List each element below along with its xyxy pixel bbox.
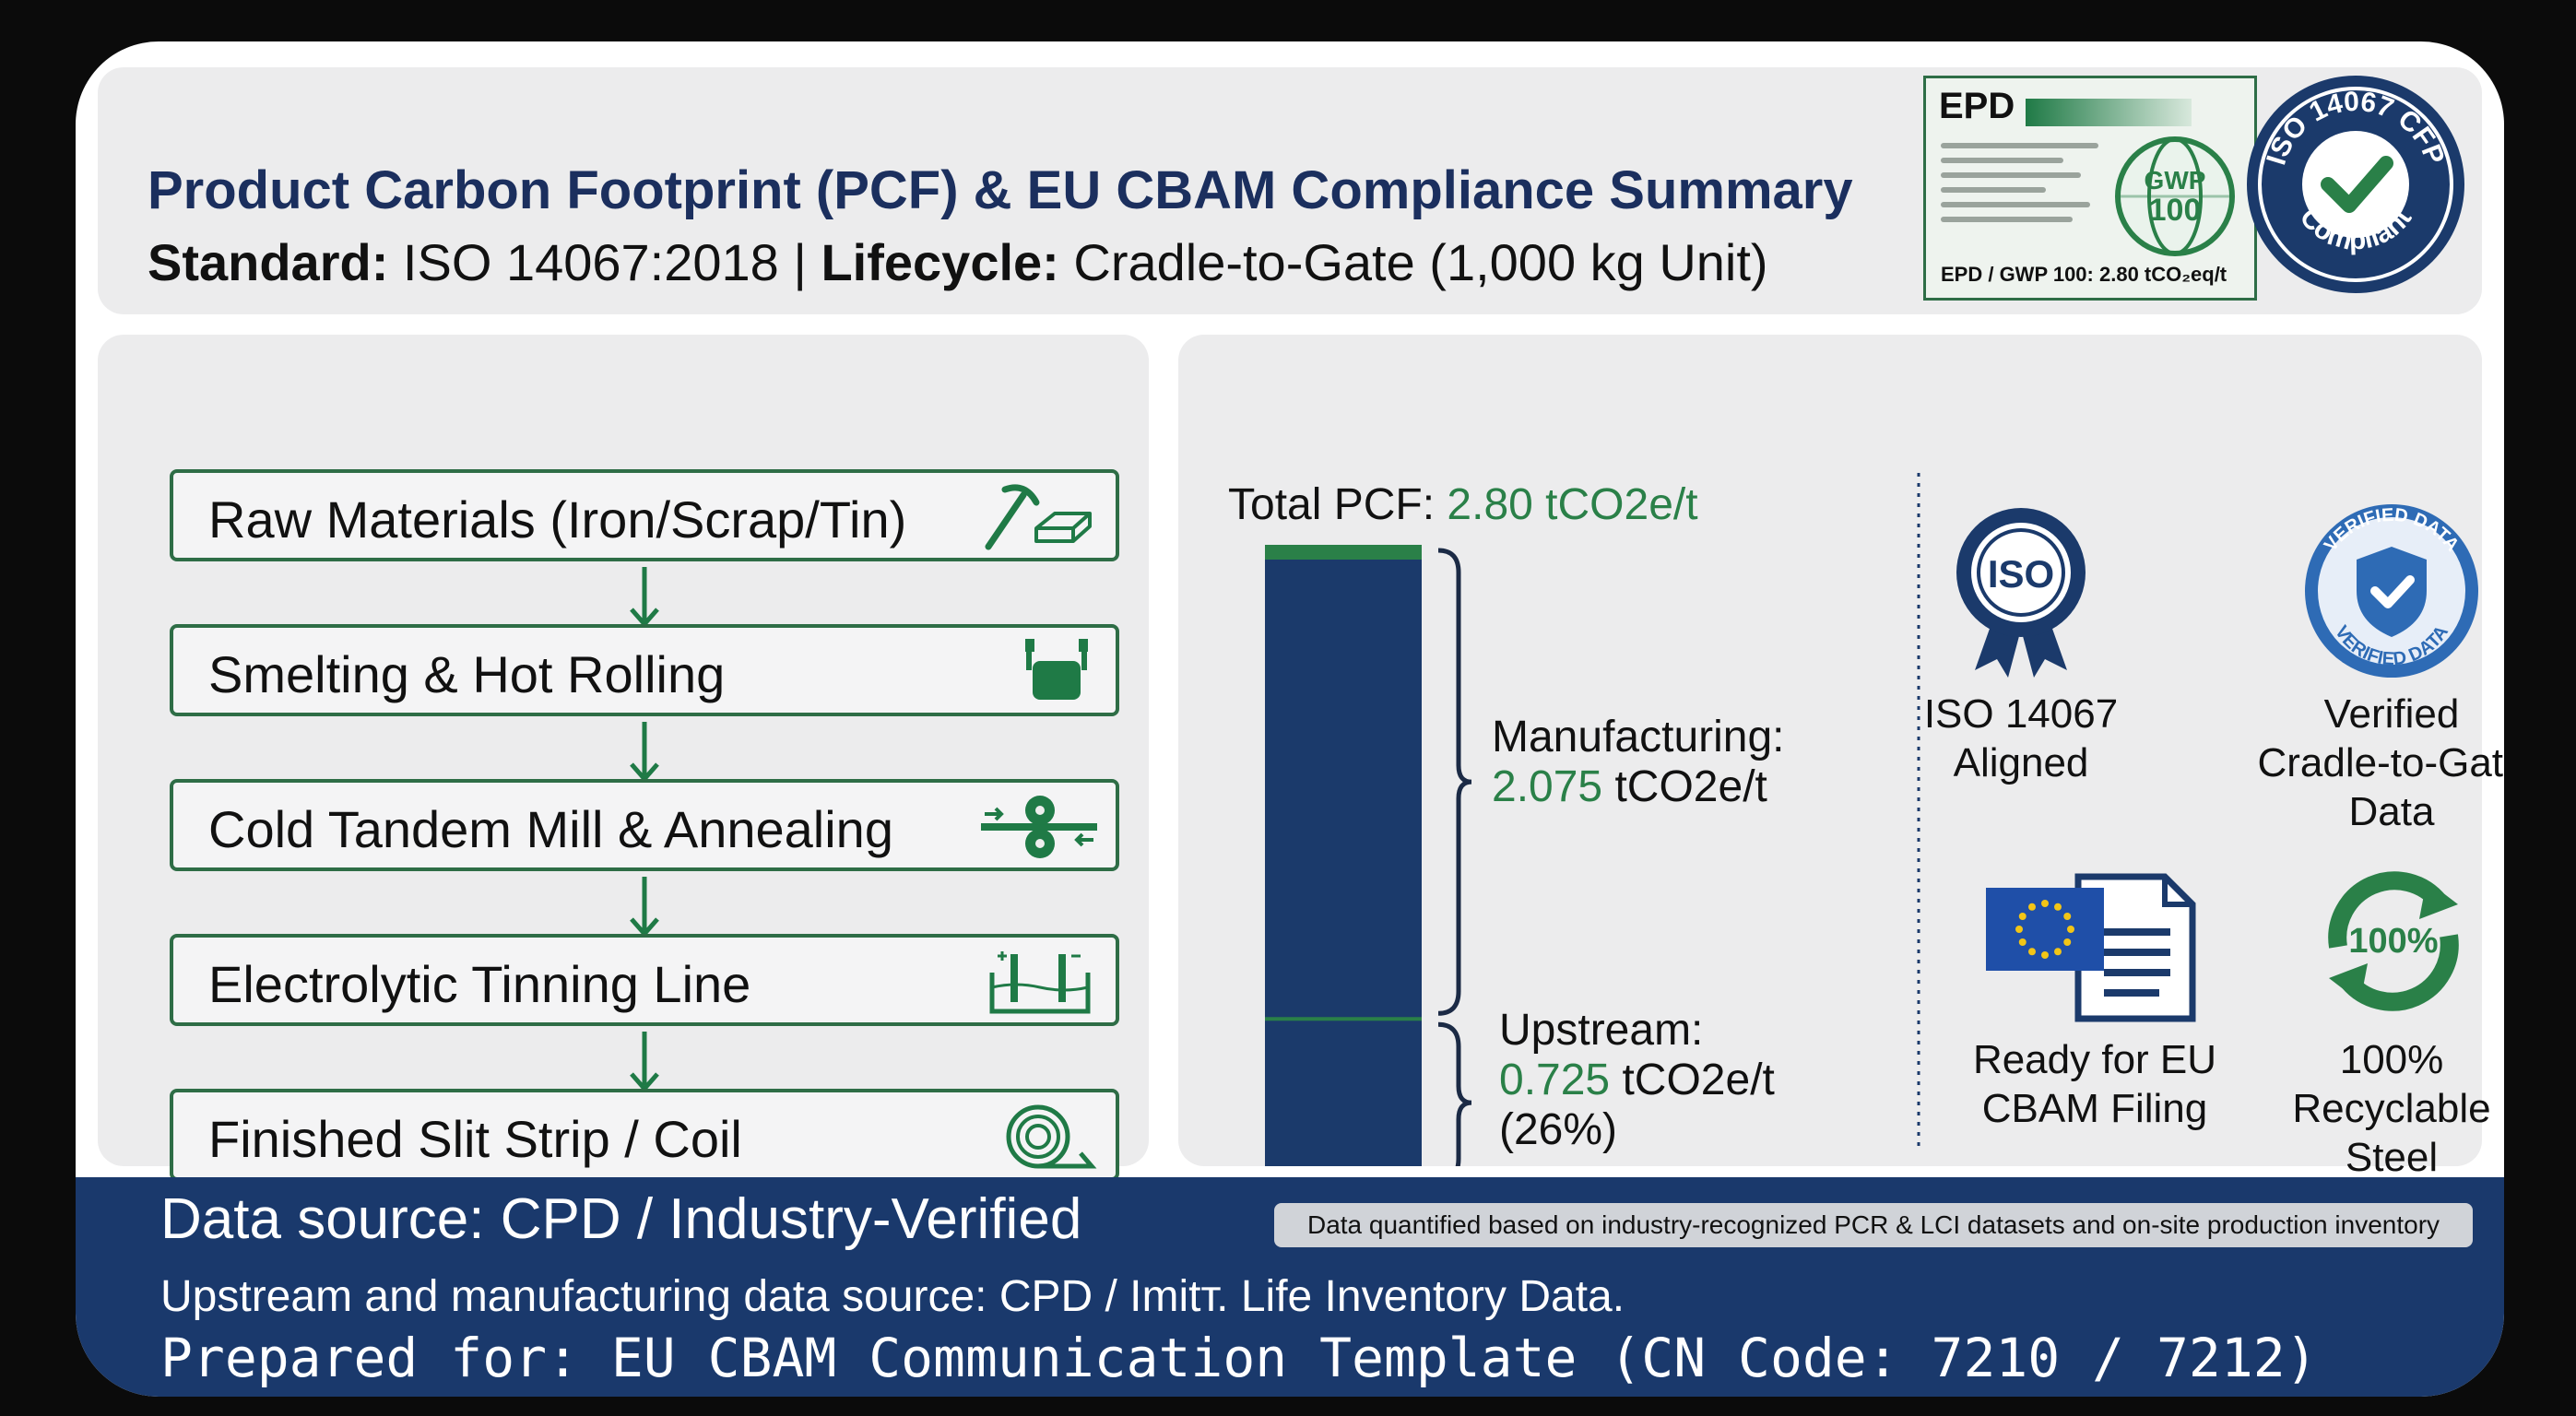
- verified-data-shield-icon: VERIFIED DATA VERIFIED DATA: [2305, 504, 2478, 678]
- caption-line: Ready for EU: [1972, 1037, 2217, 1082]
- epd-footer-text: EPD / GWP 100: 2.80 tCO₂eq/t: [1941, 263, 2227, 286]
- caption-line: Data: [2348, 789, 2435, 834]
- upstream-value: 0.725: [1499, 1056, 1611, 1104]
- eu-star: [2018, 938, 2027, 946]
- upstream-unit: tCO2e/t: [1610, 1056, 1775, 1104]
- total-pcf-label: Total PCF: 2.80 tCO2e/t: [1228, 480, 1698, 530]
- manufacturing-caption: Manufacturing:: [1492, 713, 1785, 761]
- caption-line: Steel: [2345, 1135, 2439, 1180]
- step-label: Cold Tandem Mill & Annealing: [208, 800, 893, 858]
- eu-star: [2067, 926, 2074, 933]
- upstream-share: (26%): [1499, 1105, 1618, 1154]
- electrolysis-tank-icon: [989, 951, 1091, 1014]
- dotted-divider: [1917, 473, 1920, 1146]
- gwp-bottom-text: 100: [2149, 193, 2202, 228]
- iso-compliant-seal-icon: ISO 14067 CFP Compliant: [2247, 76, 2464, 293]
- epd-header-bar: [2026, 99, 2192, 126]
- eu-star: [2054, 903, 2062, 911]
- badge-caption-cbam: Ready for EU CBAM Filing: [1938, 1035, 2251, 1133]
- caption-line: Recyclable: [2292, 1086, 2491, 1131]
- bar-total-cap: [1265, 545, 1422, 560]
- manufacturing-unit: tCO2e/t: [1602, 762, 1767, 811]
- upstream-label: Upstream: 0.725 tCO2e/t (26%): [1499, 1006, 1775, 1155]
- recycle-emblem-text: 100%: [2348, 922, 2438, 961]
- iso-ribbon-icon: ISO: [1956, 508, 2086, 678]
- manufacturing-value: 2.075: [1492, 762, 1603, 811]
- flow-arrow-icon: [630, 1032, 659, 1092]
- process-step-finished-coil: Finished Slit Strip / Coil: [170, 1089, 1119, 1181]
- step-label: Raw Materials (Iron/Scrap/Tin): [208, 490, 907, 549]
- bracket-manufacturing: [1437, 548, 1472, 1016]
- page-subtitle: Standard: ISO 14067:2018 | Lifecycle: Cr…: [148, 232, 1768, 292]
- iso-emblem-text: ISO: [1988, 552, 2054, 596]
- epd-text-lines: [1941, 143, 2116, 231]
- pickaxe-ingot-icon: [985, 484, 1092, 550]
- eu-star: [2063, 938, 2072, 946]
- gwp-top-text: GWP: [2145, 166, 2206, 195]
- footer-band: Data source: CPD / Industry-Verified Dat…: [76, 1177, 2504, 1397]
- flow-arrow-icon: [630, 722, 659, 783]
- rolling-mill-icon: [981, 796, 1097, 858]
- caption-line: ISO 14067: [1923, 691, 2119, 737]
- flow-arrow-icon: [630, 877, 659, 938]
- flow-arrow-icon: [630, 567, 659, 628]
- lifecycle-value: Cradle-to-Gate (1,000 kg Unit): [1058, 233, 1768, 291]
- process-step-smelting: Smelting & Hot Rolling: [170, 624, 1119, 716]
- manufacturing-label: Manufacturing: 2.075 tCO2e/t: [1492, 713, 1785, 812]
- badge-caption-recyclable: 100% Recyclable Steel: [2263, 1035, 2504, 1182]
- step-label: Smelting & Hot Rolling: [208, 645, 726, 703]
- step-label: Finished Slit Strip / Coil: [208, 1110, 742, 1168]
- footer-prepared-for: Prepared for: EU CBAM Communication Temp…: [160, 1327, 2318, 1389]
- gwp-globe-icon: GWP 100: [2115, 136, 2235, 256]
- standard-value: ISO 14067:2018 |: [388, 233, 821, 291]
- process-step-cold-mill: Cold Tandem Mill & Annealing: [170, 779, 1119, 871]
- pcf-stacked-bar-chart: [1265, 545, 1472, 1166]
- caption-line: Verified: [2323, 691, 2460, 737]
- caption-line: CBAM Filing: [1981, 1086, 2208, 1131]
- badge-caption-iso: ISO 14067 Aligned: [1920, 690, 2122, 787]
- total-pcf-value: 2.80 tCO2e/t: [1447, 480, 1698, 529]
- lifecycle-label: Lifecycle:: [821, 233, 1059, 291]
- eu-star: [2054, 948, 2062, 956]
- coil-icon: [1006, 1104, 1097, 1169]
- eu-star: [2028, 903, 2036, 911]
- ladle-icon: [1025, 639, 1088, 700]
- upstream-caption: Upstream:: [1499, 1006, 1704, 1055]
- summary-card: Product Carbon Footprint (PCF) & EU CBAM…: [76, 41, 2504, 1397]
- step-label: Electrolytic Tinning Line: [208, 955, 751, 1013]
- bar-segment-upstream: [1265, 1019, 1422, 1166]
- eu-flag-document-icon: [1986, 873, 2196, 1022]
- eu-star: [2015, 926, 2023, 933]
- total-pcf-caption: Total PCF:: [1228, 480, 1448, 529]
- footer-inventory-note: Upstream and manufacturing data source: …: [160, 1272, 1625, 1321]
- badge-caption-verified: Verified Cradle-to-Gate Data: [2244, 690, 2504, 836]
- caption-line: 100%: [2339, 1037, 2444, 1082]
- results-panel: Total PCF: 2.80 tCO2e/t Manufacturing: 2…: [1178, 335, 2504, 1180]
- eu-star: [2041, 900, 2049, 907]
- bracket-upstream: [1437, 1021, 1472, 1166]
- recycle-icon: 100%: [2328, 871, 2459, 1011]
- eu-star: [2018, 913, 2027, 920]
- caption-line: Aligned: [1953, 740, 2089, 785]
- epd-document-icon: EPD GWP 100 EPD / GWP 100: 2.80 tCO₂eq/t: [1923, 76, 2257, 301]
- footer-data-source: Data source: CPD / Industry-Verified: [160, 1187, 1082, 1251]
- bar-segment-manufacturing: [1265, 545, 1422, 1020]
- eu-star: [2063, 913, 2072, 920]
- process-panel: Raw Materials (Iron/Scrap/Tin) Smelting …: [98, 335, 1149, 1181]
- process-step-tinning: Electrolytic Tinning Line: [170, 934, 1119, 1026]
- page-title: Product Carbon Footprint (PCF) & EU CBAM…: [148, 160, 1853, 220]
- epd-title: EPD: [1939, 86, 2015, 126]
- eu-star: [2041, 951, 2049, 959]
- footer-pcr-badge: Data quantified based on industry-recogn…: [1274, 1203, 2473, 1247]
- process-step-raw-materials: Raw Materials (Iron/Scrap/Tin): [170, 469, 1119, 561]
- caption-line: Cradle-to-Gate: [2257, 740, 2504, 785]
- eu-star: [2028, 948, 2036, 956]
- standard-label: Standard:: [148, 233, 389, 291]
